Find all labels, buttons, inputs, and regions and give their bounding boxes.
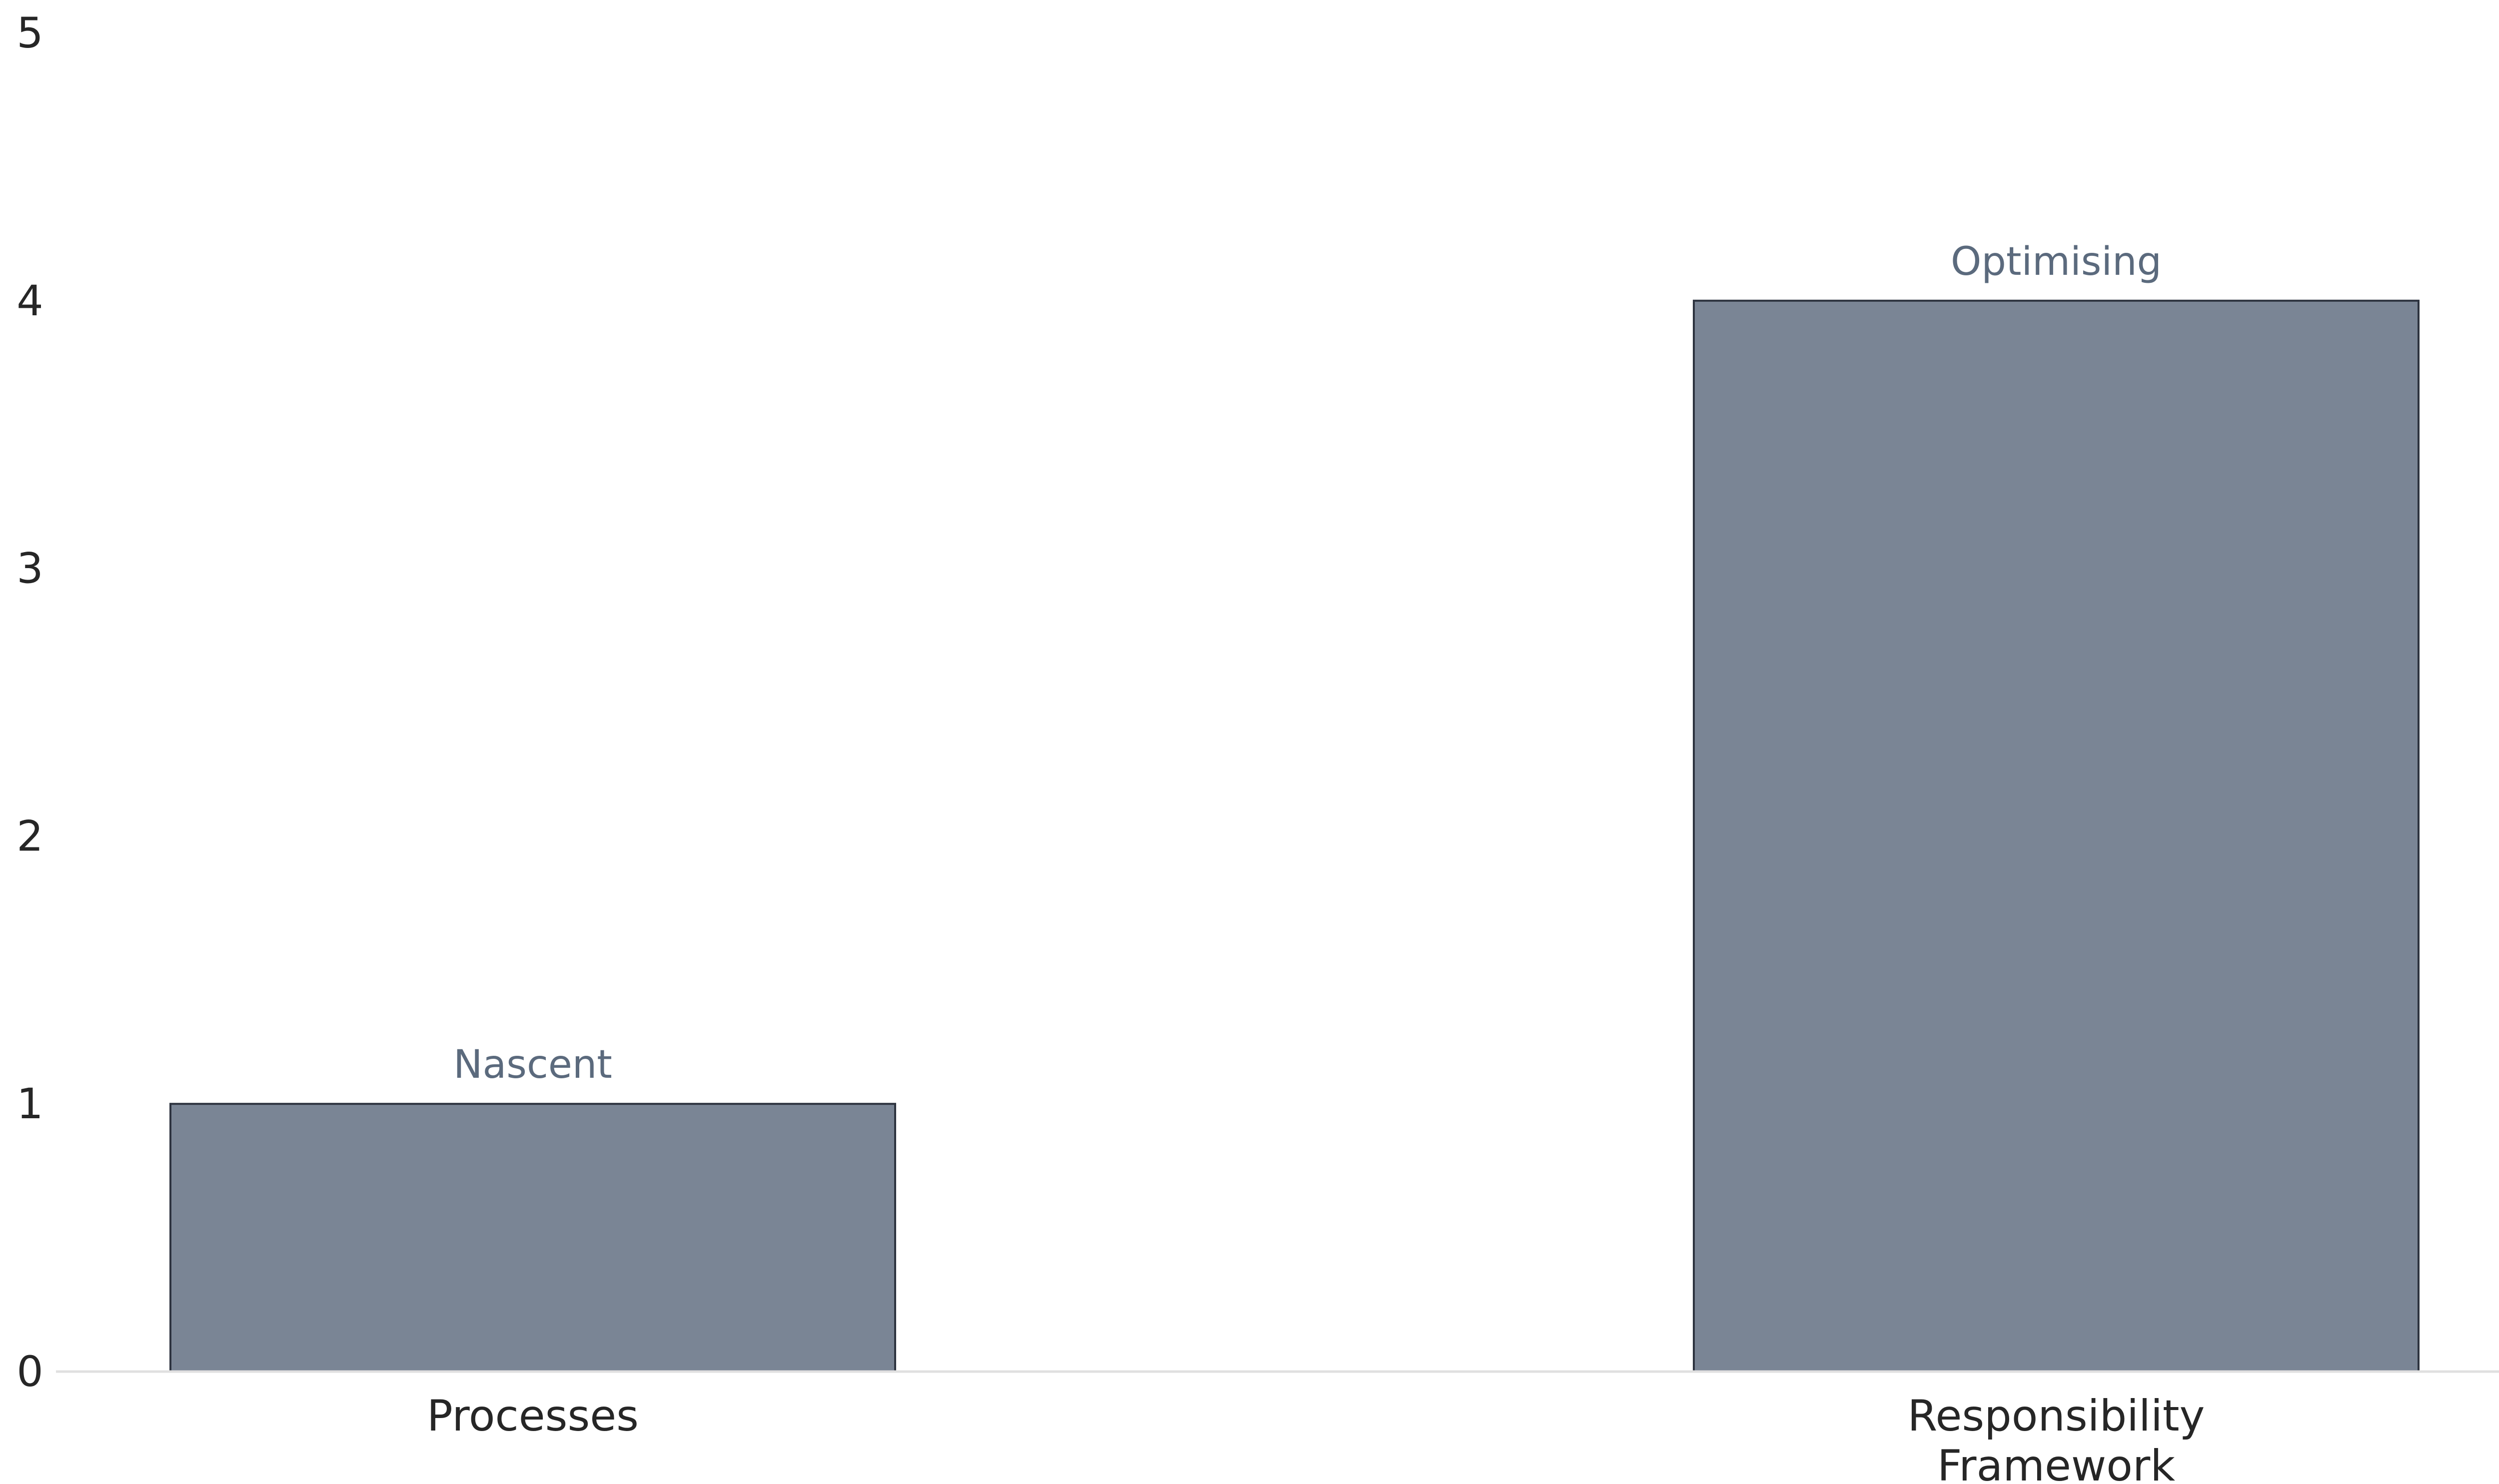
y-tick-label: 0 [16, 1347, 43, 1396]
y-tick-label: 4 [16, 276, 43, 325]
x-tick-label: Processes [427, 1391, 639, 1441]
bar-data-label: Optimising [1951, 239, 2162, 284]
x-tick-label-line: Responsibility [1908, 1391, 2205, 1441]
y-tick-label: 2 [16, 811, 43, 860]
x-tick-label-line: Framework [1937, 1441, 2175, 1484]
x-tick-label-line: Processes [427, 1391, 639, 1441]
bar [169, 1103, 896, 1373]
y-axis: 0 1 2 3 4 5 [16, 8, 43, 1396]
bar-data-label: Nascent [453, 1042, 612, 1087]
y-tick-label: 1 [16, 1079, 43, 1128]
y-tick-label: 3 [16, 544, 43, 593]
x-axis: Processes Responsibility Framework [56, 1370, 2499, 1484]
data-labels: Nascent Optimising [453, 239, 2162, 1087]
bar [1693, 299, 2420, 1373]
y-tick-label: 5 [16, 8, 43, 57]
bars [169, 299, 2420, 1373]
x-tick-label: Responsibility Framework [1908, 1391, 2205, 1484]
